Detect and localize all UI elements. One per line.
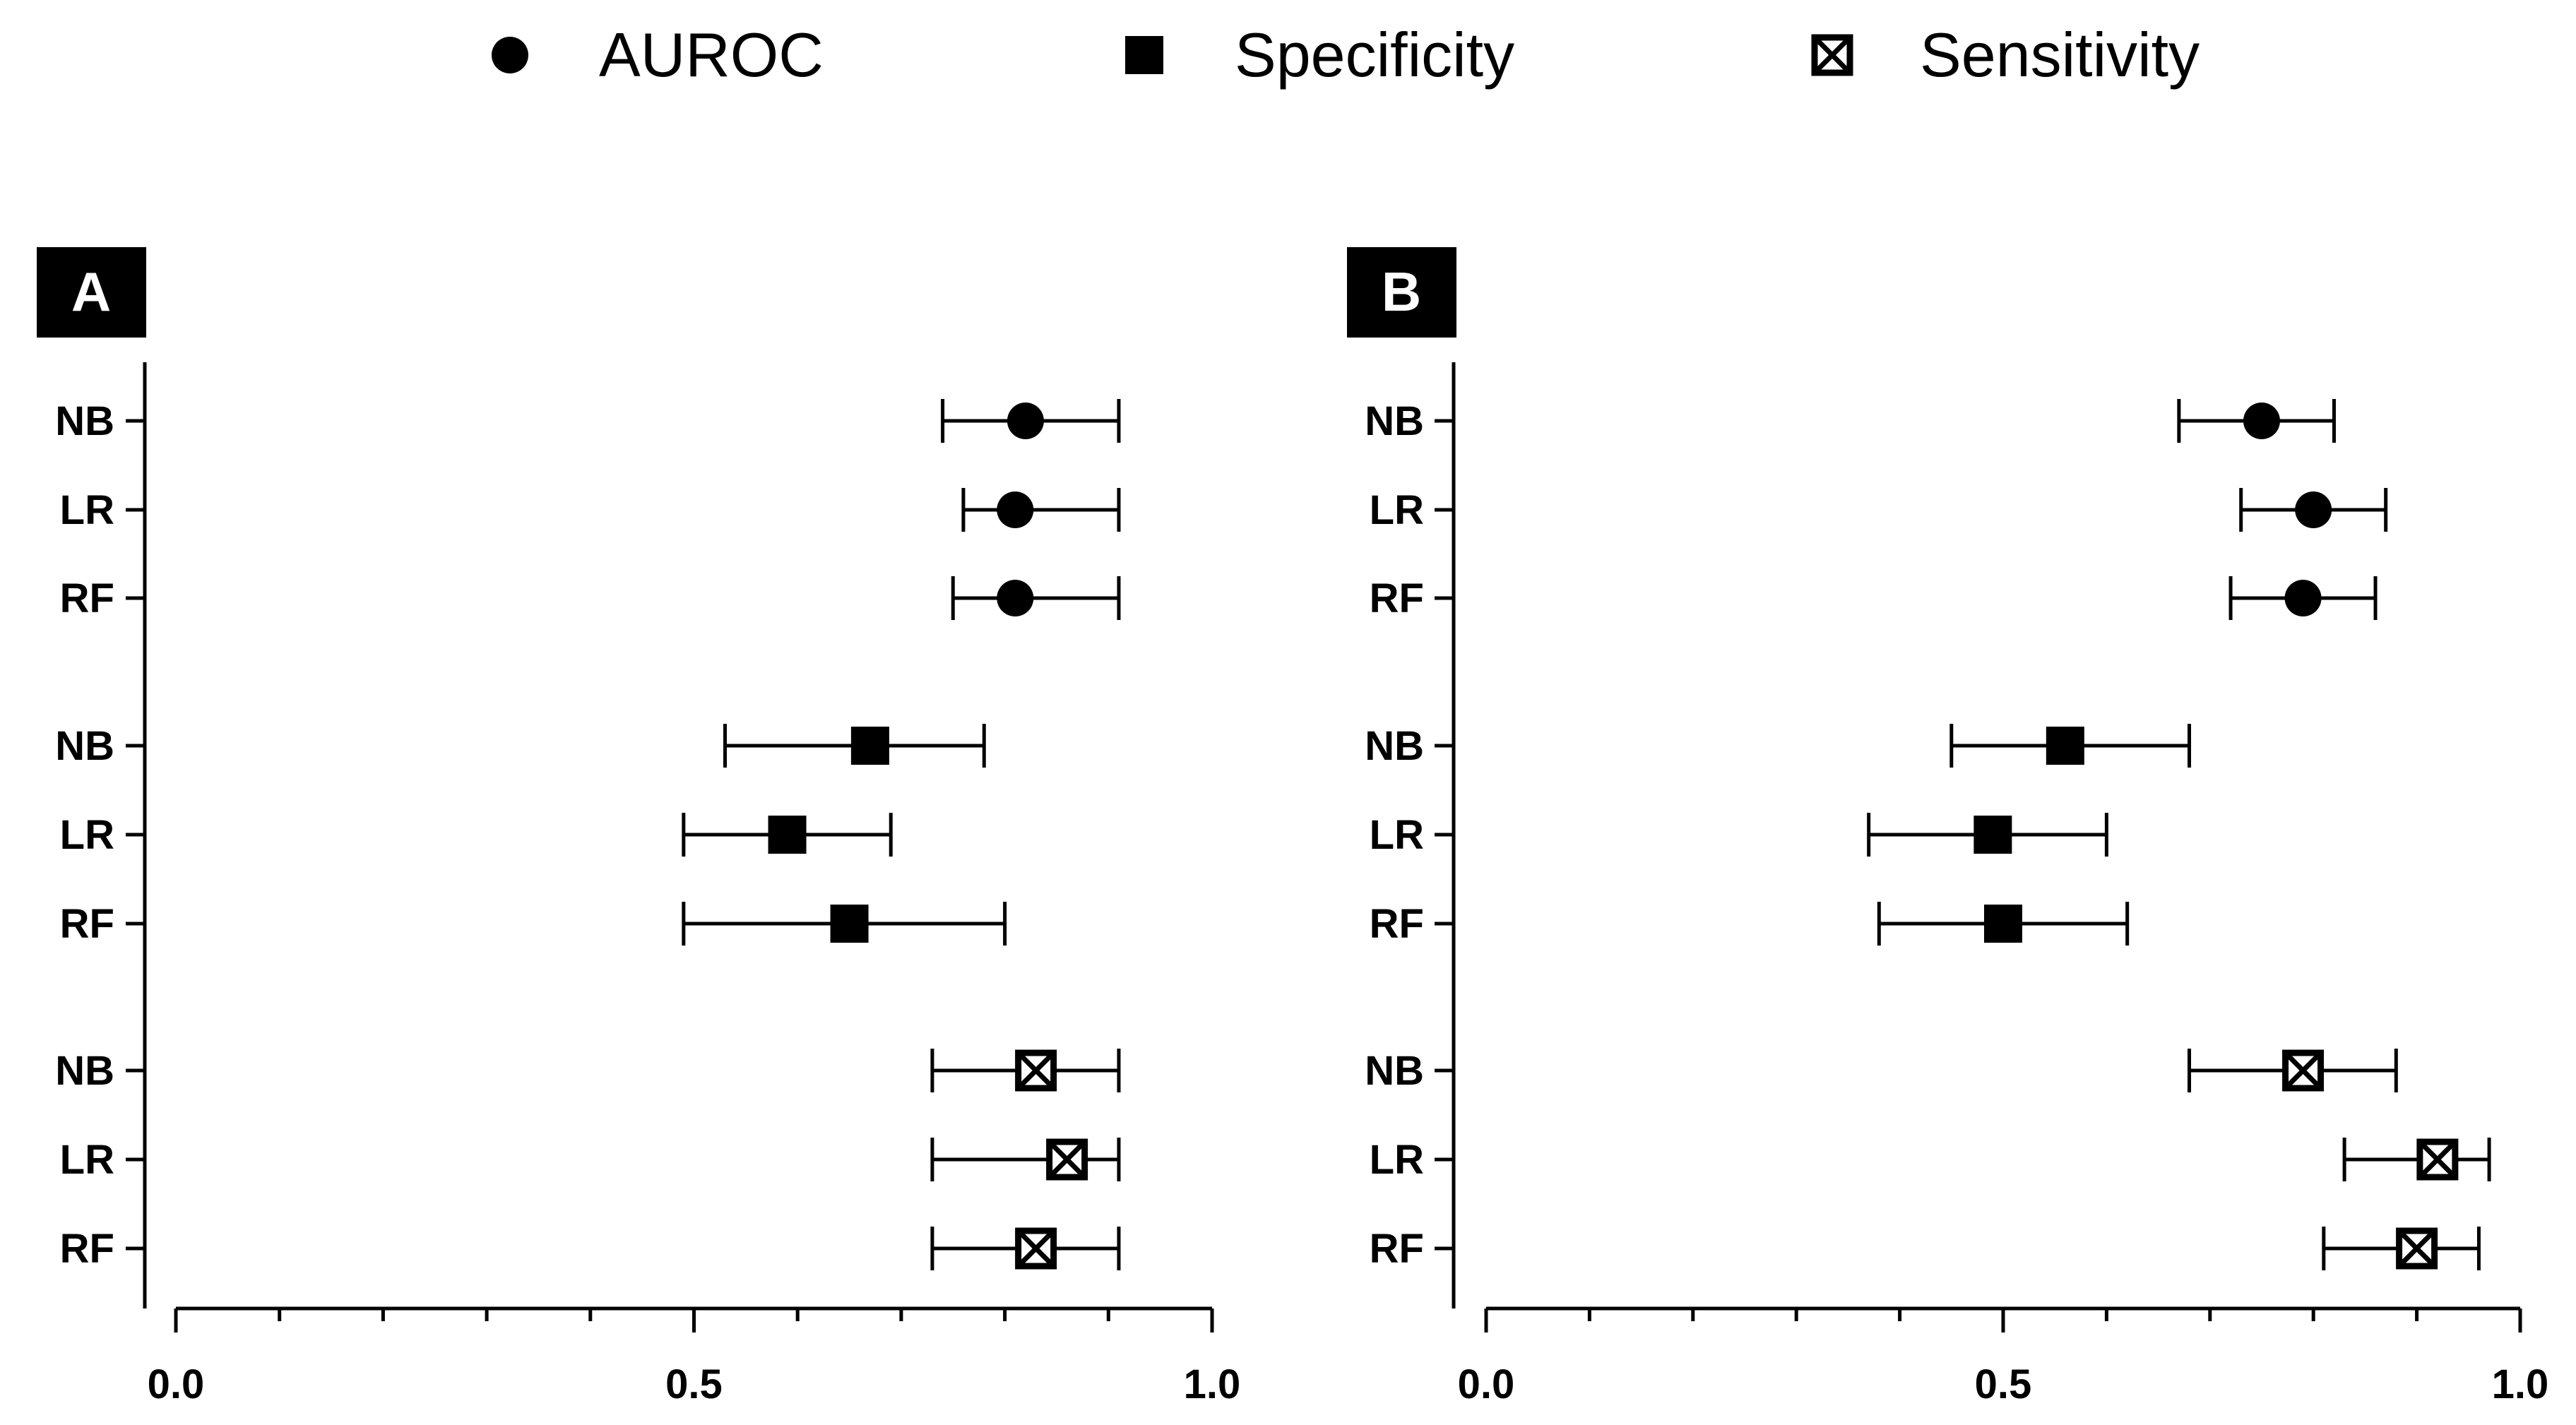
point-sensitivity-rf xyxy=(1015,1227,1057,1270)
row-label-sensitivity-rf: RF xyxy=(60,1226,114,1272)
row-label-specificity-nb: NB xyxy=(55,723,114,769)
marker-cross xyxy=(1016,1051,1056,1090)
row-label-auroc-rf: RF xyxy=(60,576,114,621)
legend-auroc-icon xyxy=(492,37,528,73)
row-label-specificity-lr: LR xyxy=(1370,812,1424,858)
row-label-specificity-rf: RF xyxy=(60,901,114,947)
x-tick-label: 0.5 xyxy=(1975,1361,2032,1407)
row-label-auroc-nb: NB xyxy=(1365,398,1424,444)
panel-label: B xyxy=(1382,261,1421,323)
legend-auroc-label: AUROC xyxy=(599,20,824,90)
row-label-auroc-nb: NB xyxy=(55,398,114,444)
row-label-specificity-lr: LR xyxy=(60,812,114,858)
point-sensitivity-rf xyxy=(2396,1227,2438,1270)
marker-cross xyxy=(1812,35,1852,75)
panel-a: A 0.0 0.5 1.0 NB LR RF NB LR RF NB LR RF xyxy=(37,247,1240,1407)
legend-sensitivity-icon xyxy=(1811,34,1853,76)
x-tick-label: 0.0 xyxy=(148,1361,205,1407)
point-auroc-lr xyxy=(997,491,1034,528)
panel-b: B 0.0 0.5 1.0 NB LR RF NB LR RF NB LR RF xyxy=(1347,247,2548,1407)
point-auroc-rf xyxy=(997,580,1034,616)
row-label-sensitivity-nb: NB xyxy=(55,1048,114,1094)
legend-specificity-icon xyxy=(1125,36,1163,74)
point-specificity-rf xyxy=(830,905,869,943)
row-label-auroc-lr: LR xyxy=(60,487,114,533)
point-sensitivity-nb xyxy=(2282,1049,2325,1092)
point-sensitivity-nb xyxy=(1015,1049,1057,1092)
panel-label: A xyxy=(71,261,111,323)
point-specificity-nb xyxy=(850,727,889,765)
point-specificity-nb xyxy=(2046,727,2084,765)
row-label-sensitivity-rf: RF xyxy=(1370,1226,1424,1272)
point-specificity-rf xyxy=(1984,905,2022,943)
point-auroc-lr xyxy=(2295,491,2332,528)
point-sensitivity-lr xyxy=(1046,1138,1088,1181)
legend-specificity-label: Specificity xyxy=(1235,20,1514,90)
row-label-sensitivity-lr: LR xyxy=(60,1137,114,1183)
panel-label-badge xyxy=(37,247,146,338)
point-auroc-nb xyxy=(1007,403,1044,439)
row-label-auroc-lr: LR xyxy=(1370,487,1424,533)
point-sensitivity-lr xyxy=(2416,1138,2459,1181)
marker-cross xyxy=(1047,1140,1087,1179)
marker-cross xyxy=(2397,1229,2437,1268)
row-label-auroc-rf: RF xyxy=(1370,576,1424,621)
point-auroc-rf xyxy=(2284,580,2322,616)
x-tick-label: 1.0 xyxy=(1184,1361,1241,1407)
row-label-specificity-nb: NB xyxy=(1365,723,1424,769)
row-label-sensitivity-lr: LR xyxy=(1370,1137,1424,1183)
row-label-sensitivity-nb: NB xyxy=(1365,1048,1424,1094)
point-auroc-nb xyxy=(2243,403,2280,439)
legend: AUROC Specificity Sensitivity xyxy=(492,20,2200,90)
marker-cross xyxy=(2284,1051,2323,1090)
panel-label-badge xyxy=(1347,247,1456,338)
point-specificity-lr xyxy=(768,816,807,854)
legend-sensitivity-label: Sensitivity xyxy=(1920,20,2200,90)
x-tick-label: 1.0 xyxy=(2492,1361,2549,1407)
point-specificity-lr xyxy=(1973,816,2012,854)
marker-cross xyxy=(1016,1229,1056,1268)
row-label-specificity-rf: RF xyxy=(1370,901,1424,947)
marker-cross xyxy=(2418,1140,2457,1179)
x-tick-label: 0.5 xyxy=(665,1361,723,1407)
x-tick-label: 0.0 xyxy=(1458,1361,1515,1407)
